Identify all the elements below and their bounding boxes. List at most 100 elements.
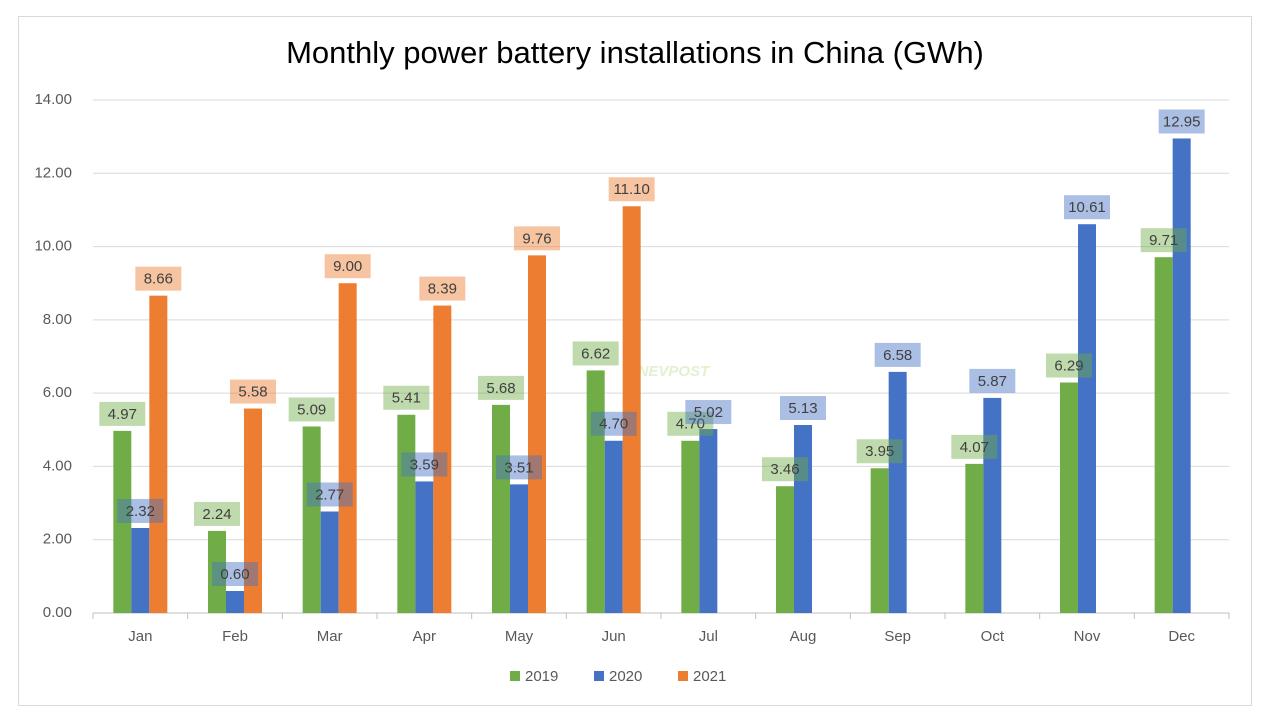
y-tick-label: 8.00 (43, 311, 72, 328)
data-label: 3.95 (865, 443, 894, 460)
data-label-box (780, 396, 826, 421)
bar (1078, 224, 1096, 613)
x-tick-label: Sep (884, 628, 911, 645)
data-label-box (572, 341, 619, 366)
bar (1154, 257, 1173, 613)
data-label-box (608, 177, 655, 202)
data-label: 11.10 (613, 181, 649, 198)
data-label: 6.62 (581, 345, 610, 362)
data-label: 6.58 (883, 347, 912, 364)
data-label-box (1064, 195, 1110, 220)
data-label: 4.70 (676, 416, 705, 433)
x-tick-label: Oct (981, 628, 1005, 645)
x-tick-label: Jan (128, 628, 152, 645)
data-label: 5.68 (486, 380, 515, 397)
legend-label: 2020 (609, 668, 642, 685)
data-label: 2.24 (202, 506, 231, 523)
y-tick-label: 2.00 (43, 531, 72, 548)
data-label: 6.29 (1054, 357, 1083, 374)
bar (604, 440, 623, 613)
data-label-box (383, 385, 430, 410)
x-tick-label: Nov (1074, 628, 1101, 645)
bar (226, 591, 244, 613)
bar (302, 426, 321, 613)
legend-swatch (594, 671, 604, 681)
data-label: 9.76 (522, 230, 551, 247)
data-label: 9.71 (1149, 232, 1178, 249)
data-label-box (856, 439, 903, 464)
legend-swatch (510, 671, 520, 681)
chart-title: Monthly power battery installations in C… (286, 35, 984, 70)
data-label: 8.39 (428, 281, 457, 298)
data-label: 0.60 (220, 566, 249, 583)
data-label-box (99, 401, 146, 426)
watermark: CNEVPOST (627, 363, 711, 380)
bar (776, 486, 794, 613)
x-tick-label: Feb (222, 628, 248, 645)
bar (965, 463, 984, 613)
data-label: 2.77 (315, 486, 344, 503)
data-label: 4.97 (108, 406, 137, 423)
data-label-box (969, 368, 1016, 393)
bar (397, 414, 416, 613)
legend-label: 2019 (525, 668, 558, 685)
bar (492, 404, 510, 613)
data-label-box (401, 452, 448, 477)
chart-border (18, 16, 1252, 706)
data-label-box (590, 411, 637, 436)
data-label-box (1140, 228, 1187, 253)
data-label: 5.87 (978, 373, 1007, 390)
bar (888, 371, 907, 613)
bar (586, 370, 605, 613)
bar (244, 408, 262, 613)
y-tick-label: 12.00 (34, 164, 72, 181)
data-label: 3.51 (504, 459, 533, 476)
bar (870, 468, 889, 613)
bar (1172, 138, 1191, 613)
data-label-box (306, 482, 353, 507)
data-label: 5.58 (238, 384, 267, 401)
data-label-box (324, 254, 371, 279)
x-tick-label: Mar (317, 628, 343, 645)
bar (622, 206, 641, 613)
data-label: 10.61 (1068, 199, 1106, 216)
data-label: 4.07 (960, 439, 989, 456)
bar (983, 397, 1002, 613)
data-label-box (478, 375, 524, 400)
data-label: 4.70 (599, 416, 628, 433)
data-label-box (685, 400, 732, 425)
data-label-box (496, 455, 542, 480)
legend-swatch (678, 671, 688, 681)
data-label: 5.41 (392, 390, 421, 407)
bar (131, 527, 150, 613)
y-tick-label: 6.00 (43, 384, 72, 401)
x-tick-label: Jun (602, 628, 626, 645)
data-label-box (951, 434, 998, 459)
data-label-box (514, 226, 560, 251)
legend-label: 2021 (693, 668, 726, 685)
data-label-box (230, 379, 276, 404)
data-label-box (1046, 353, 1092, 378)
bar (320, 511, 339, 613)
bar (528, 255, 546, 613)
bar (149, 295, 168, 613)
data-label-box (874, 342, 921, 367)
y-tick-label: 0.00 (43, 604, 72, 621)
data-label-box (419, 276, 466, 301)
data-label: 5.13 (788, 400, 817, 417)
data-label: 5.09 (297, 401, 326, 418)
bar (208, 530, 226, 613)
data-label: 9.00 (333, 258, 362, 275)
data-label: 8.66 (144, 271, 173, 288)
x-tick-label: May (505, 628, 534, 645)
bar (699, 429, 718, 613)
data-label: 12.95 (1163, 113, 1201, 130)
bar (510, 484, 528, 613)
bar (794, 425, 812, 613)
data-label-box (288, 397, 335, 422)
bar (433, 305, 452, 613)
data-label-box (194, 501, 240, 526)
bar (681, 440, 700, 613)
x-tick-label: Jul (699, 628, 718, 645)
